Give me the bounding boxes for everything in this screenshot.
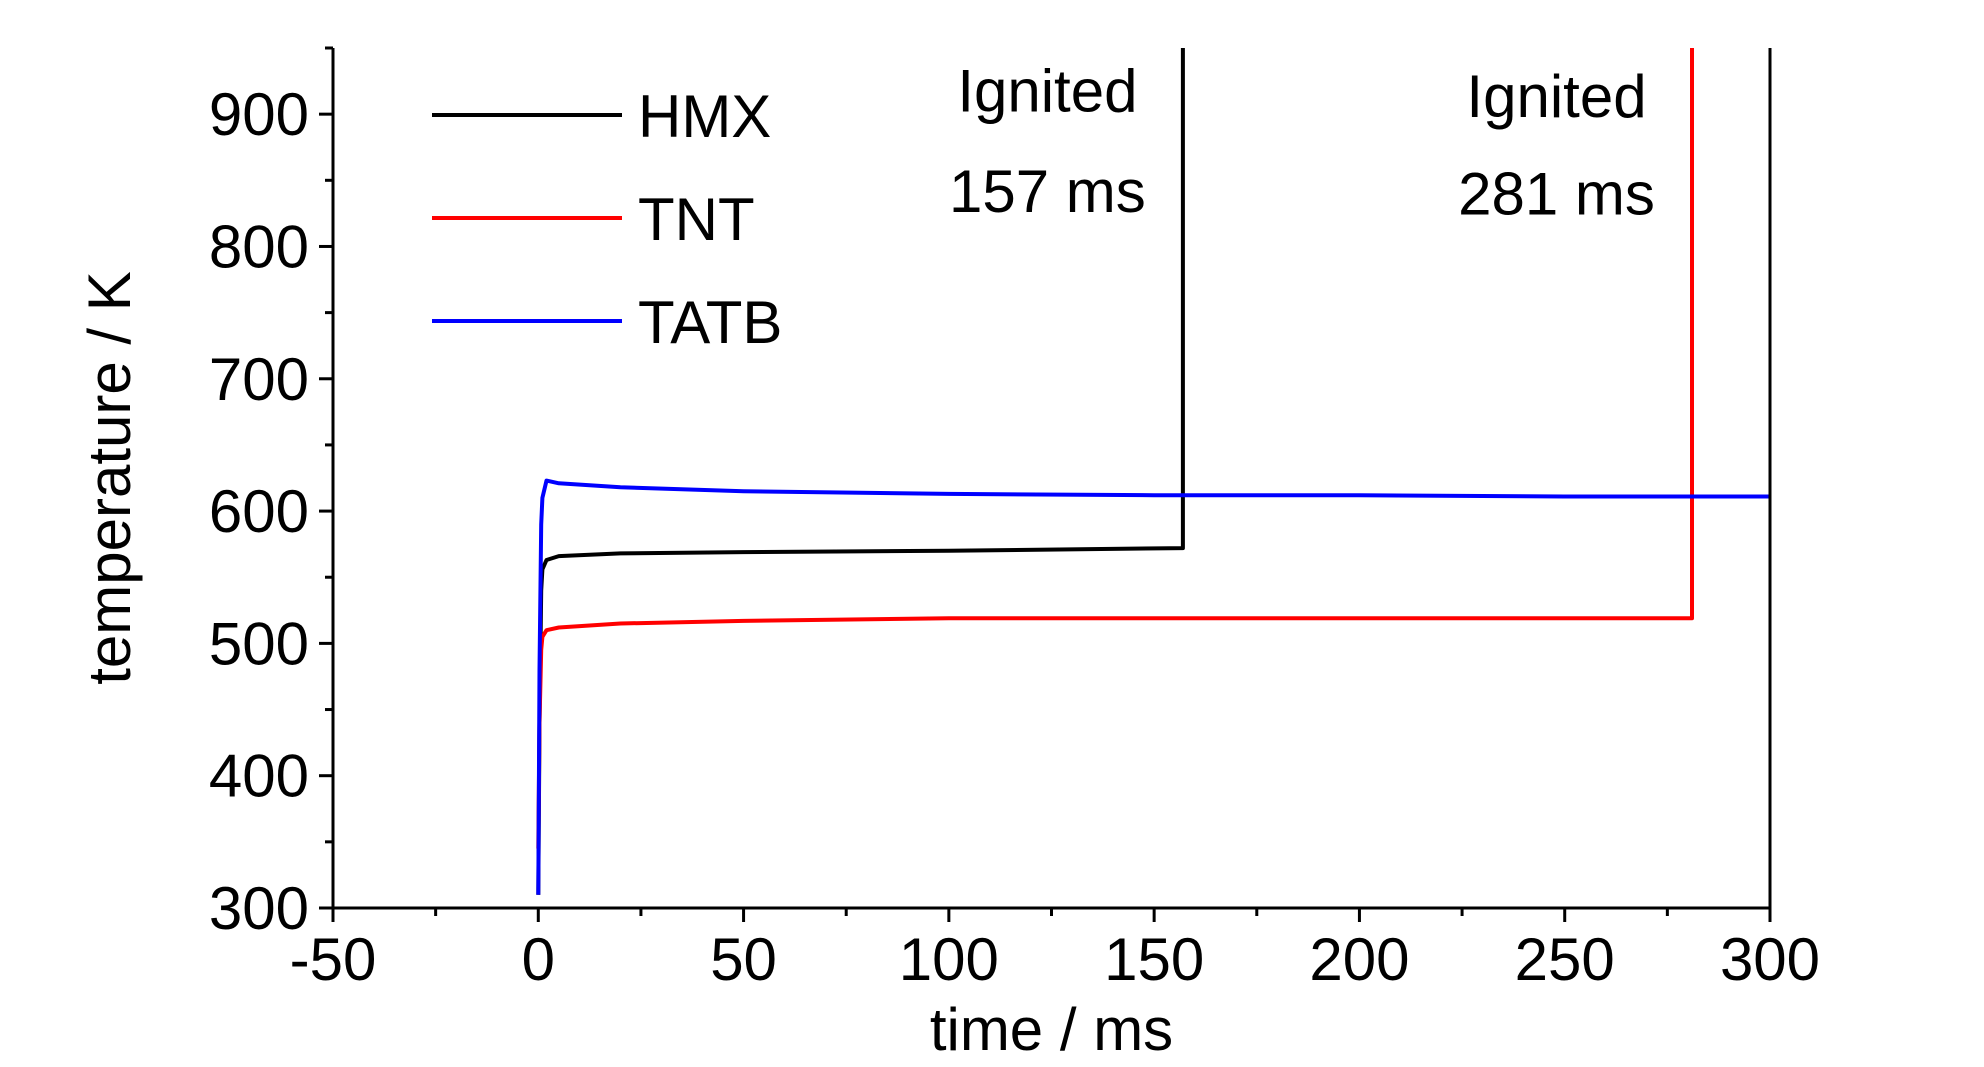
y-tick-label: 500 bbox=[209, 610, 309, 677]
y-tick-label: 300 bbox=[209, 875, 309, 942]
y-axis-title: temperature / K bbox=[76, 271, 143, 685]
y-tick-label: 700 bbox=[209, 346, 309, 413]
y-tick-label: 900 bbox=[209, 81, 309, 148]
legend-label-tatb: TATB bbox=[638, 289, 782, 356]
y-tick-label: 400 bbox=[209, 743, 309, 810]
legend-label-hmx: HMX bbox=[638, 83, 771, 150]
x-tick-label: 200 bbox=[1309, 926, 1409, 993]
x-tick-label: 100 bbox=[899, 926, 999, 993]
series-line-tatb bbox=[536, 478, 1770, 895]
x-tick-label: 300 bbox=[1720, 926, 1820, 993]
x-tick-label: 50 bbox=[710, 926, 777, 993]
annotation-label: Ignited bbox=[1466, 63, 1646, 130]
axes: -50 0 50 100 150 200 250 300 300 400 500 600 700 800 9… bbox=[76, 46, 1820, 1063]
legend-label-tnt: TNT bbox=[638, 186, 755, 253]
x-tick-label: 150 bbox=[1104, 926, 1204, 993]
series-lines bbox=[536, 48, 1770, 895]
y-tick-label: 800 bbox=[209, 213, 309, 280]
annotation-time: 157 ms bbox=[949, 158, 1146, 225]
annotations: Ignited 157 ms Ignited 281 ms bbox=[949, 58, 1655, 228]
annotation-label: Ignited bbox=[957, 58, 1137, 125]
annotation-time: 281 ms bbox=[1458, 161, 1655, 228]
y-tick-label: 600 bbox=[209, 478, 309, 545]
x-axis-title: time / ms bbox=[930, 996, 1173, 1062]
x-tick-label: -50 bbox=[290, 926, 377, 993]
x-tick-label: 0 bbox=[522, 926, 555, 993]
legend: HMX TNT TATB bbox=[432, 83, 782, 356]
x-tick-label: 250 bbox=[1515, 926, 1615, 993]
